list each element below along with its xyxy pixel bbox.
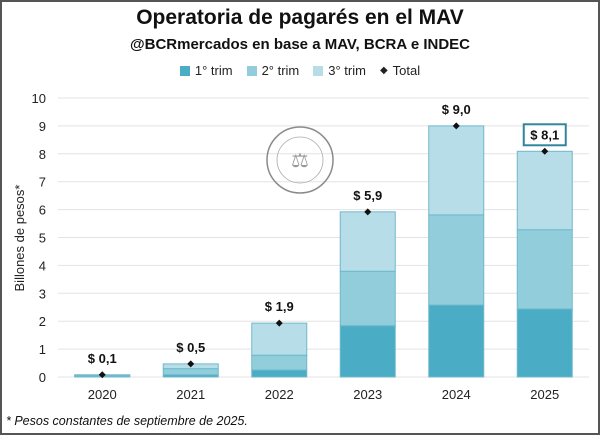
bar-segment-2 [516, 229, 573, 310]
legend-label: 2° trim [261, 63, 300, 78]
diamond-icon: ◆ [379, 65, 388, 76]
y-tick-label: 1 [39, 342, 46, 357]
bar-segment-1 [339, 325, 396, 378]
y-tick-label: 3 [39, 286, 46, 301]
bar-segment-3 [251, 322, 308, 356]
chart-title: Operatoria de pagarés en el MAV [136, 6, 464, 29]
legend-swatch [179, 65, 190, 76]
legend: 1° trim 2° trim 3° trim ◆ Total [0, 63, 600, 78]
total-label: $ 0,1 [88, 351, 117, 366]
total-label: $ 0,5 [176, 340, 205, 355]
total-label: $ 9,0 [442, 102, 471, 117]
seal-inner-ring [276, 136, 324, 184]
seal-emblem: ⚖ [291, 150, 309, 172]
y-axis-label: Billones de pesos* [12, 185, 27, 292]
bar-segment-1 [251, 369, 308, 378]
bar-segment-3 [339, 211, 396, 272]
footnote: * Pesos constantes de septiembre de 2025… [6, 414, 248, 428]
total-marker [541, 147, 549, 155]
bar-segment-2 [251, 354, 308, 371]
legend-label: 1° trim [194, 63, 233, 78]
legend-swatch [246, 65, 257, 76]
legend-label: Total [392, 63, 421, 78]
x-tick-label: 2024 [442, 387, 471, 402]
y-tick-label: 6 [39, 203, 46, 218]
y-tick-label: 9 [39, 119, 46, 134]
bar-segment-1 [428, 304, 485, 378]
y-tick-label: 4 [39, 258, 46, 273]
y-tick-label: 10 [32, 91, 46, 106]
total-label: $ 1,9 [265, 299, 294, 314]
legend-item-q3: 3° trim [313, 63, 366, 78]
x-tick-label: 2022 [265, 387, 294, 402]
x-tick-label: 2021 [176, 387, 205, 402]
total-label-box [522, 123, 567, 147]
chart-subtitle: @BCRmercados en base a MAV, BCRA e INDEC [130, 36, 470, 53]
total-marker [187, 360, 195, 368]
bar-segment-2 [339, 270, 396, 327]
bar-segment-2 [428, 214, 485, 306]
total-marker [452, 122, 460, 130]
legend-item-q2: 2° trim [246, 63, 300, 78]
x-tick-label: 2020 [88, 387, 117, 402]
y-tick-label: 8 [39, 147, 46, 162]
total-label: $ 8,1 [530, 127, 559, 142]
y-tick-label: 2 [39, 314, 46, 329]
total-marker [98, 371, 106, 379]
bar-segment-2 [162, 368, 219, 376]
legend-item-total: ◆ Total [380, 63, 420, 78]
bar-segment-3 [428, 125, 485, 216]
seal-ring [266, 126, 334, 194]
x-tick-label: 2023 [353, 387, 382, 402]
legend-label: 3° trim [328, 63, 366, 78]
total-label: $ 5,9 [353, 188, 382, 203]
x-tick-label: 2025 [530, 387, 559, 402]
bar-segment-1 [516, 308, 573, 378]
legend-item-q1: 1° trim [179, 63, 233, 78]
legend-swatch [313, 65, 324, 76]
bar-segment-3 [516, 150, 573, 231]
total-marker [275, 319, 283, 327]
y-tick-label: 5 [39, 231, 46, 246]
total-marker [364, 208, 372, 216]
y-tick-label: 0 [39, 370, 46, 385]
y-tick-label: 7 [39, 175, 46, 190]
